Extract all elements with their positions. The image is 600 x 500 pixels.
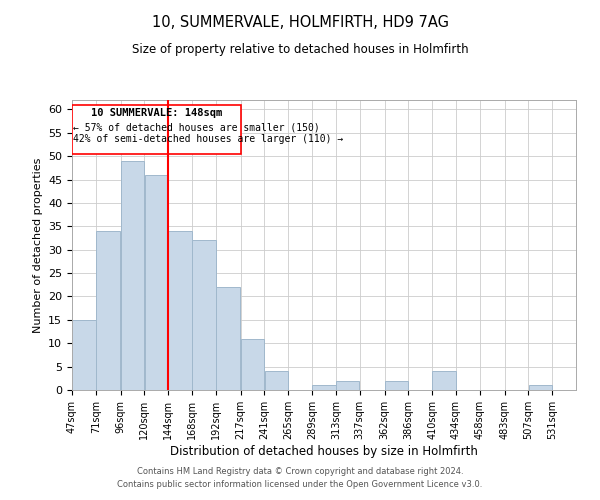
Bar [336,380,359,390]
Bar [145,175,168,390]
Bar [385,380,408,390]
Bar [313,386,335,390]
Text: 10 SUMMERVALE: 148sqm: 10 SUMMERVALE: 148sqm [91,108,222,118]
Bar [72,104,241,154]
Bar [96,231,121,390]
Bar [265,372,288,390]
Bar [529,386,552,390]
Y-axis label: Number of detached properties: Number of detached properties [32,158,43,332]
Text: 42% of semi-detached houses are larger (110) →: 42% of semi-detached houses are larger (… [73,134,344,143]
Bar [72,320,95,390]
Text: ← 57% of detached houses are smaller (150): ← 57% of detached houses are smaller (15… [73,122,320,132]
Bar [216,287,241,390]
Bar [433,372,456,390]
Bar [241,338,264,390]
X-axis label: Distribution of detached houses by size in Holmfirth: Distribution of detached houses by size … [170,444,478,458]
Bar [121,161,144,390]
Text: Contains public sector information licensed under the Open Government Licence v3: Contains public sector information licen… [118,480,482,489]
Text: Size of property relative to detached houses in Holmfirth: Size of property relative to detached ho… [131,42,469,56]
Bar [169,231,192,390]
Text: Contains HM Land Registry data © Crown copyright and database right 2024.: Contains HM Land Registry data © Crown c… [137,467,463,476]
Bar [192,240,215,390]
Text: 10, SUMMERVALE, HOLMFIRTH, HD9 7AG: 10, SUMMERVALE, HOLMFIRTH, HD9 7AG [151,15,449,30]
